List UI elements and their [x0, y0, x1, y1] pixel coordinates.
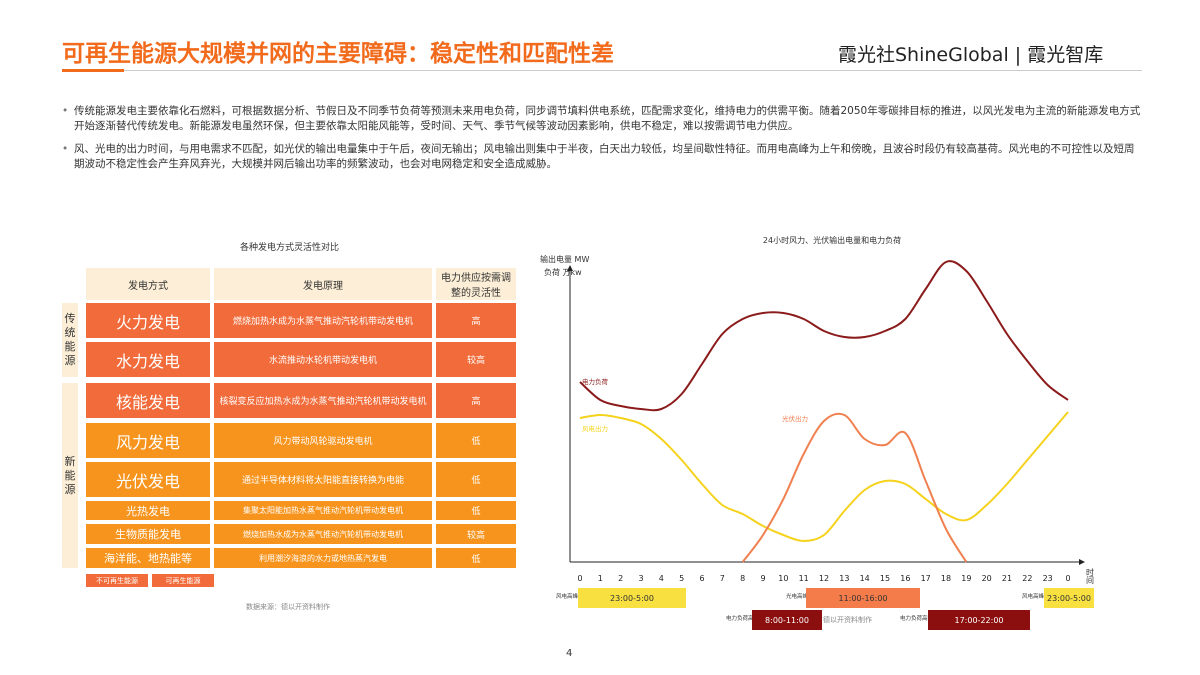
band: [752, 610, 822, 630]
table-cell: 高: [436, 383, 516, 418]
chart-source: 数据来源：德以开资料制作: [788, 615, 872, 624]
x-tick-label: 4: [659, 574, 664, 583]
x-tick-label: 23: [1043, 574, 1053, 583]
series-label: 风电出力: [582, 424, 608, 433]
x-tick-label: 17: [921, 574, 931, 583]
table-cell: 低: [436, 423, 516, 458]
table-cell: 高: [436, 303, 516, 338]
legend-chip: 可再生能源: [152, 574, 214, 587]
series-label: 电力负荷: [582, 377, 609, 386]
band-text: 23:00-5:00: [610, 594, 654, 603]
series-line: [579, 411, 1069, 543]
x-tick-label: 15: [880, 574, 890, 583]
chart-title: 24小时风力、光伏输出电量和电力负荷: [763, 235, 901, 245]
band-text: 17:00-22:00: [955, 616, 1004, 625]
legend-chip: 不可再生能源: [86, 574, 148, 587]
x-tick-label: 9: [760, 574, 765, 583]
x-tick-label: 14: [860, 574, 870, 583]
table-cell: 光伏发电: [86, 462, 210, 497]
x-tick-label: 18: [941, 574, 951, 583]
x-tick-label: 5: [679, 574, 684, 583]
bullet: 传统能源发电主要依靠化石燃料，可根据数据分析、节假日及不同季节负荷等预测未来用电…: [62, 104, 1144, 134]
table-cell: 低: [436, 548, 516, 568]
table-header: 发电原理: [214, 268, 432, 300]
brand-name: 霞光社ShineGlobal: [838, 44, 1009, 66]
table-cell: 核能发电: [86, 383, 210, 418]
band: [578, 588, 686, 608]
x-tick-label: 0: [577, 574, 582, 583]
table-cell: 水力发电: [86, 342, 210, 377]
band: [928, 610, 1030, 630]
y-axis-label: 输出电量 MW: [540, 254, 589, 264]
table-cell: 水流推动水轮机带动发电机: [214, 342, 432, 377]
bullet: 风、光电的出力时间，与用电需求不匹配，如光伏的输出电量集中于午后，夜间无输出；风…: [62, 142, 1144, 172]
page-number: 4: [566, 648, 573, 659]
brand-sep: |: [1014, 44, 1022, 66]
x-tick-label: 3: [638, 574, 643, 583]
source: 数据来源：德以开资料制作: [246, 603, 330, 611]
band-label: 光电高峰: [786, 592, 809, 600]
band-label: 风电高峰: [1022, 592, 1045, 600]
band-text: 11:00-16:00: [839, 594, 888, 603]
table-cell: 集聚太阳能加热水蒸气推动汽轮机带动发电机: [214, 501, 432, 520]
band-text: 23:00-5:00: [1047, 594, 1091, 603]
table-cell: 燃烧加热水成为水蒸气推动汽轮机带动发电机: [214, 524, 432, 544]
x-tick-label: 22: [1022, 574, 1032, 583]
x-tick-label: 16: [900, 574, 910, 583]
x-tick-label: 11: [799, 574, 809, 583]
group-label: 新能源: [62, 383, 78, 568]
table-cell: 火力发电: [86, 303, 210, 338]
band-label: 风电高峰: [556, 592, 579, 600]
table-header: 电力供应按需调整的灵活性: [436, 268, 516, 300]
series-line: [579, 260, 1069, 412]
divider: [62, 70, 1142, 71]
x-tick-label: 21: [1002, 574, 1012, 583]
table-cell: 海洋能、地热能等: [86, 548, 210, 568]
table-cell: 低: [436, 462, 516, 497]
table-cell: 生物质能发电: [86, 524, 210, 544]
x-tick-label: 12: [819, 574, 829, 583]
table-title: 各种发电方式灵活性对比: [240, 243, 340, 253]
band-text: 8:00-11:00: [765, 616, 809, 625]
table-cell: 光热发电: [86, 501, 210, 520]
slide-title: 可再生能源大规模并网的主要障碍：稳定性和匹配性差: [62, 41, 614, 67]
x-tick-label: 20: [982, 574, 992, 583]
x-tick-label: 1: [598, 574, 603, 583]
table-cell: 燃烧加热水成为水蒸气推动汽轮机带动发电机: [214, 303, 432, 338]
x-tick-label: 10: [778, 574, 788, 583]
band: [806, 588, 920, 608]
table-cell: 核裂变反应加热水成为水蒸气推动汽轮机带动发电机: [214, 383, 432, 418]
y-axis-label: 负荷 万kw: [544, 267, 582, 277]
group-label: 传统能源: [62, 303, 78, 377]
x-axis-label: 时间: [1086, 567, 1095, 585]
x-tick-label: 19: [961, 574, 971, 583]
band-label: 电力负荷高峰: [726, 614, 760, 622]
x-tick-label: 2: [618, 574, 623, 583]
series-line: [741, 412, 968, 563]
divider-accent: [62, 69, 124, 72]
series-label: 光伏出力: [782, 414, 808, 423]
table-cell: 低: [436, 501, 516, 520]
x-tick-label: 13: [839, 574, 849, 583]
x-tick-label: 8: [740, 574, 745, 583]
table-cell: 较高: [436, 342, 516, 377]
x-tick-label: 0: [1065, 574, 1070, 583]
brand: 霞光社ShineGlobal | 霞光智库: [838, 40, 1103, 67]
table-cell: 风力发电: [86, 423, 210, 458]
band-label: 电力负荷高峰: [900, 614, 934, 622]
table-cell: 较高: [436, 524, 516, 544]
x-tick-label: 6: [699, 574, 704, 583]
band: [1044, 588, 1094, 608]
table-cell: 通过半导体材料将太阳能直接转换为电能: [214, 462, 432, 497]
table-cell: 利用潮汐海浪的水力或地热蒸汽发电: [214, 548, 432, 568]
brand-name-2: 霞光智库: [1027, 44, 1104, 66]
x-tick-label: 7: [720, 574, 725, 583]
table-cell: 风力带动风轮驱动发电机: [214, 423, 432, 458]
table-header: 发电方式: [86, 268, 210, 300]
